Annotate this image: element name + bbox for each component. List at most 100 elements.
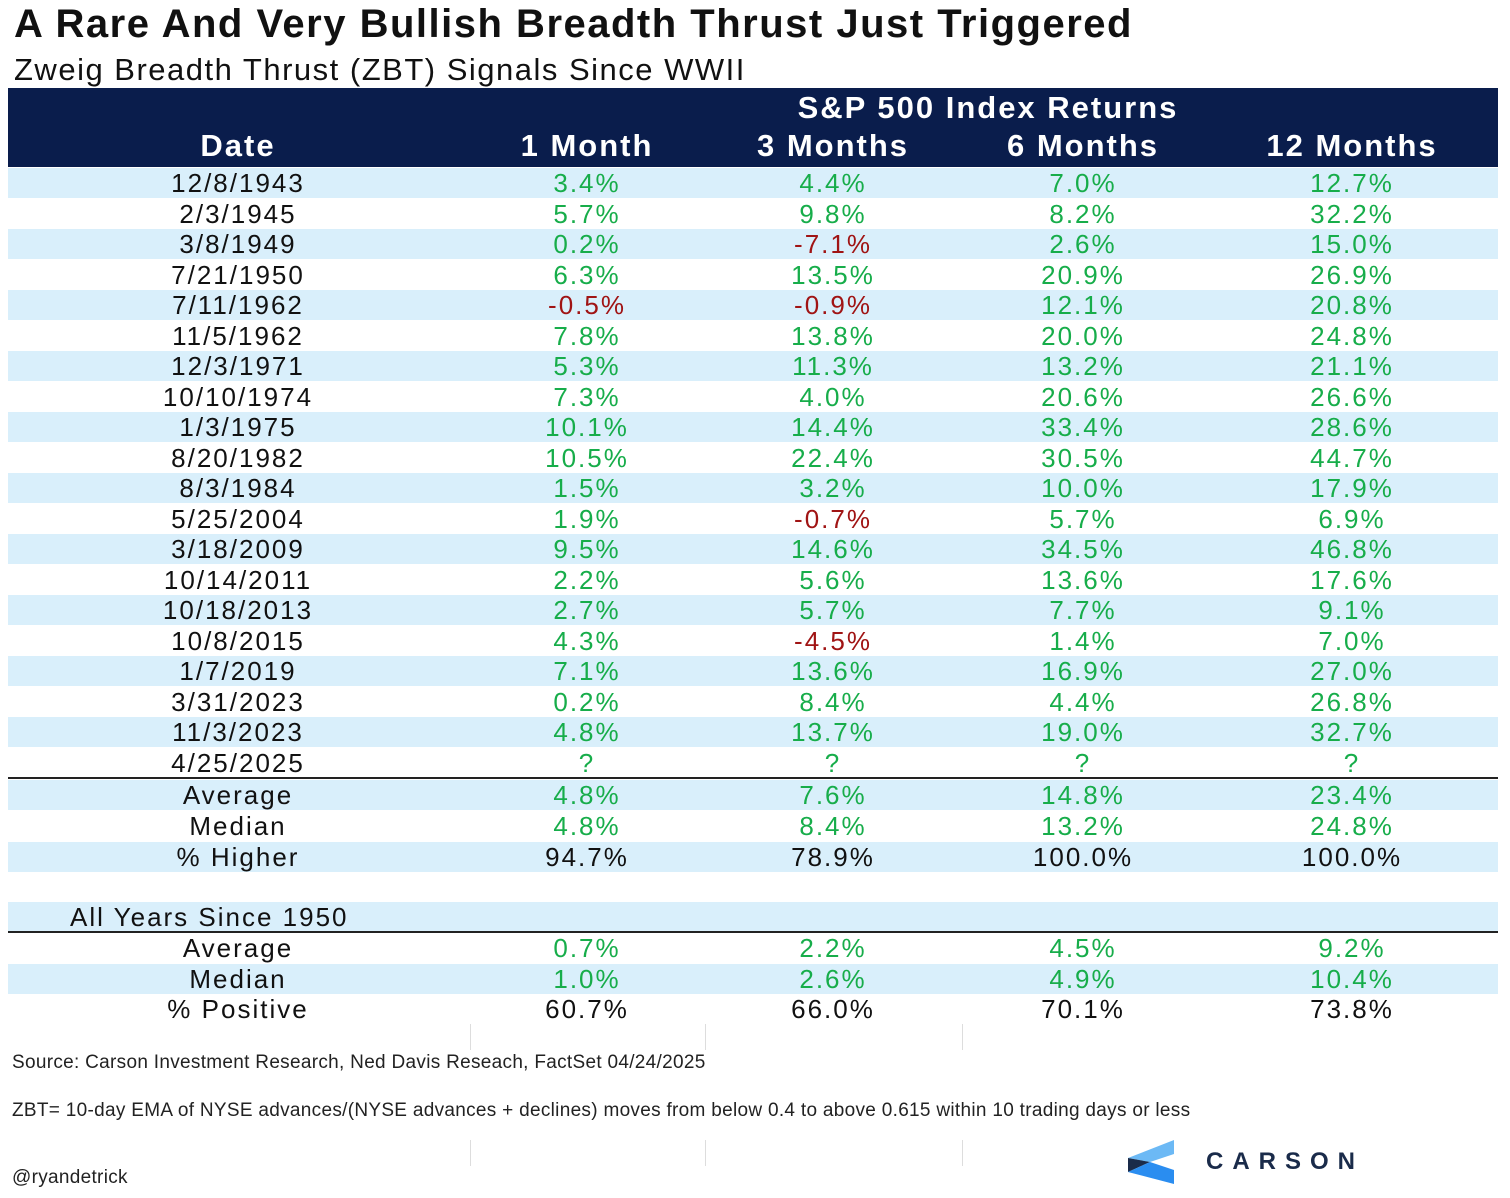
- table-cell: 8.2%: [1049, 198, 1117, 229]
- table-cell: ?: [578, 747, 596, 778]
- table-cell: 4.5%: [1049, 933, 1117, 963]
- all-years-header-row: All Years Since 1950: [8, 902, 1498, 932]
- divider: [962, 1140, 963, 1166]
- divider: [705, 1140, 706, 1166]
- row-label: 10/18/2013: [162, 595, 314, 625]
- table-cell: -0.9%: [794, 290, 872, 320]
- table-cell: 14.6%: [791, 534, 875, 564]
- row-label: 10/8/2015: [171, 625, 305, 656]
- table-row: 5/25/2004 1.9% -0.7% 5.7% 6.9%: [8, 504, 1498, 534]
- row-label: Average: [182, 780, 294, 810]
- table-row: 1/3/1975 10.1% 14.4% 33.4% 28.6%: [8, 412, 1498, 442]
- author-handle: @ryandetrick: [12, 1167, 128, 1188]
- table-cell: 13.2%: [1041, 351, 1125, 381]
- table-cell: 20.8%: [1310, 290, 1394, 320]
- row-label: 12/3/1971: [171, 351, 305, 381]
- table-cell: 4.8%: [553, 811, 621, 841]
- table-row: 1/7/2019 7.1% 13.6% 16.9% 27.0%: [8, 656, 1498, 686]
- table-cell: 30.5%: [1041, 442, 1125, 473]
- table-row: 10/8/2015 4.3% -4.5% 1.4% 7.0%: [8, 626, 1498, 656]
- logo-text: CARSON: [1206, 1148, 1365, 1175]
- table-cell: 13.5%: [791, 259, 875, 290]
- table-cell: 8.4%: [799, 811, 867, 841]
- table-cell: 0.2%: [553, 229, 621, 259]
- table-cell: 23.4%: [1310, 780, 1394, 810]
- table-cell: 13.2%: [1041, 811, 1125, 841]
- table-cell: 1.5%: [553, 473, 621, 503]
- table-cell: 20.0%: [1041, 320, 1125, 351]
- row-label: 2/3/1945: [179, 198, 297, 229]
- table-row: 2/3/1945 5.7% 9.8% 8.2% 32.2%: [8, 199, 1498, 229]
- table-header: S&P 500 Index Returns Date 1 Month 3 Mon…: [8, 88, 1498, 167]
- row-label: 4/25/2025: [171, 747, 305, 778]
- all-years-row: Average 0.7% 2.2% 4.5% 9.2%: [8, 933, 1498, 963]
- table-cell: 4.4%: [799, 168, 867, 198]
- table-cell: 5.7%: [799, 595, 867, 625]
- row-label: 3/8/1949: [179, 229, 297, 259]
- table-cell: 10.0%: [1041, 473, 1125, 503]
- all-years-row: % Positive 60.7% 66.0% 70.1% 73.8%: [8, 994, 1498, 1024]
- table-cell: 9.2%: [1318, 933, 1386, 963]
- carson-logo-icon: [1128, 1140, 1174, 1184]
- row-label: Average: [182, 933, 294, 963]
- table-cell: 5.7%: [1049, 503, 1117, 534]
- chart-title: A Rare And Very Bullish Breadth Thrust J…: [14, 2, 1133, 46]
- row-label: 5/25/2004: [171, 503, 305, 534]
- table-cell: 20.6%: [1041, 381, 1125, 412]
- table-cell: 3.4%: [553, 168, 621, 198]
- row-label: 8/3/1984: [179, 473, 297, 503]
- table-cell: 22.4%: [791, 442, 875, 473]
- table-cell: 20.9%: [1041, 259, 1125, 290]
- table-cell: 17.6%: [1310, 564, 1394, 595]
- table-cell: 2.2%: [799, 933, 867, 963]
- row-label: 10/10/1974: [162, 381, 314, 412]
- table-row: 10/14/2011 2.2% 5.6% 13.6% 17.6%: [8, 565, 1498, 595]
- row-label: Median: [189, 963, 287, 994]
- table-cell: 14.4%: [791, 412, 875, 442]
- table-row: 10/18/2013 2.7% 5.7% 7.7% 9.1%: [8, 595, 1498, 625]
- table-cell: 14.8%: [1041, 780, 1125, 810]
- table-cell: 10.4%: [1310, 963, 1394, 994]
- table-cell: 78.9%: [791, 842, 875, 872]
- table-cell: 17.9%: [1310, 473, 1394, 503]
- table-cell: 24.8%: [1310, 320, 1394, 351]
- row-label: 11/3/2023: [172, 717, 304, 747]
- table-cell: 100.0%: [1301, 842, 1403, 872]
- table-cell: 60.7%: [545, 994, 629, 1024]
- table-cell: 24.8%: [1310, 811, 1394, 841]
- row-label: 3/18/2009: [171, 534, 305, 564]
- column-header-date: Date: [200, 128, 276, 163]
- all-years-label: All Years Since 1950: [70, 902, 349, 932]
- divider: [962, 1024, 963, 1050]
- table-row: 12/3/1971 5.3% 11.3% 13.2% 21.1%: [8, 351, 1498, 381]
- table-cell: 66.0%: [791, 994, 875, 1024]
- table-cell: 70.1%: [1041, 994, 1125, 1024]
- table-cell: 6.3%: [553, 259, 621, 290]
- table-cell: 5.6%: [799, 564, 867, 595]
- column-header-6-months: 6 Months: [1006, 128, 1160, 163]
- table-cell: 9.1%: [1318, 595, 1386, 625]
- table-cell: 13.6%: [791, 656, 875, 686]
- table-cell: 7.7%: [1049, 595, 1117, 625]
- summary-row: % Higher 94.7% 78.9% 100.0% 100.0%: [8, 842, 1498, 872]
- table-cell: 10.5%: [545, 442, 629, 473]
- divider: [470, 1024, 471, 1050]
- table-cell: 1.0%: [553, 963, 621, 994]
- table-row: 3/8/1949 0.2% -7.1% 2.6% 15.0%: [8, 229, 1498, 259]
- table-row: 7/21/1950 6.3% 13.5% 20.9% 26.9%: [8, 260, 1498, 290]
- column-header-12-months: 12 Months: [1266, 128, 1438, 163]
- table-cell: 4.3%: [553, 625, 621, 656]
- table-cell: 32.7%: [1310, 717, 1394, 747]
- table-cell: 33.4%: [1041, 412, 1125, 442]
- table-cell: 11.3%: [792, 351, 874, 381]
- summary-row: Median 4.8% 8.4% 13.2% 24.8%: [8, 811, 1498, 841]
- table-cell: 4.8%: [553, 717, 621, 747]
- table-cell: 4.4%: [1049, 686, 1117, 717]
- table-cell: 2.7%: [553, 595, 621, 625]
- table-cell: ?: [1074, 747, 1092, 778]
- table-row: 8/3/1984 1.5% 3.2% 10.0% 17.9%: [8, 473, 1498, 503]
- table-cell: 15.0%: [1310, 229, 1394, 259]
- table-cell: 6.9%: [1318, 503, 1386, 534]
- table-cell: 27.0%: [1310, 656, 1394, 686]
- table-row: 11/3/2023 4.8% 13.7% 19.0% 32.7%: [8, 717, 1498, 747]
